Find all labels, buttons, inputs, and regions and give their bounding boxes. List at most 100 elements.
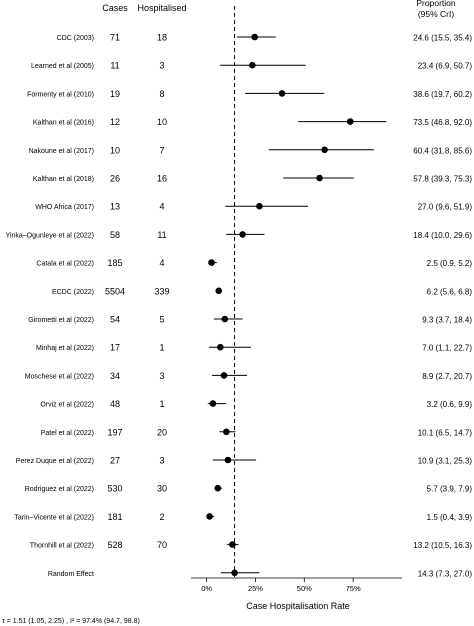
- header-proportion-interval: (95% CrI): [418, 9, 455, 19]
- proportion-label: 10.9 (3.1, 25.3): [418, 457, 473, 466]
- study-label: Catala et al (2022): [36, 261, 94, 268]
- cases-value: 5504: [105, 286, 125, 296]
- hospitalised-value: 16: [157, 174, 167, 184]
- hospitalised-value: 18: [157, 33, 167, 43]
- proportion-label: 23.4 (6.9, 50.7): [418, 62, 473, 71]
- study-label: Girometti et al (2022): [28, 317, 94, 324]
- study-row: Girometti et al (2022) 54 5 9.3 (3.7, 18.4): [28, 315, 472, 325]
- study-row: Kalthan et al (2016) 12 10 73.5 (46.8, 92.0…: [33, 117, 472, 127]
- study-row: Tarin–Vicente et al (2022) 181 2 1.5 (0.4, …: [14, 512, 472, 522]
- x-tick-label: 0%: [201, 584, 212, 593]
- study-row: Nakoune et al (2017) 10 7 60.4 (31.8, 85.6): [29, 145, 473, 155]
- study-row: WHO Africa (2017) 13 4 27.0 (9.6, 51.9): [35, 202, 472, 212]
- hospitalised-value: 339: [154, 286, 169, 296]
- proportion-label: 10.1 (6.5, 14.7): [418, 428, 473, 437]
- study-row: Catala et al (2022) 185 4 2.5 (0.9, 5.2): [36, 258, 472, 268]
- study-label: ECDC (2022): [52, 289, 94, 296]
- study-label: Moschese et al (2022): [25, 373, 94, 380]
- proportion-label: 8.9 (2.7, 20.7): [422, 372, 472, 381]
- cases-value: 13: [110, 202, 120, 212]
- cases-value: 27: [110, 456, 120, 466]
- study-row: CDC (2003) 71 18 24.6 (15.5, 35.4): [57, 33, 473, 43]
- point-estimate: [209, 400, 217, 407]
- proportion-label: 7.0 (1.1, 22.7): [422, 344, 472, 353]
- hospitalised-value: 4: [159, 202, 164, 212]
- study-label: Random Effect: [48, 571, 94, 578]
- point-estimate: [231, 569, 238, 577]
- hospitalised-value: 1: [159, 343, 164, 353]
- cases-value: 19: [110, 89, 120, 99]
- study-row: Rodriguez et al (2022) 530 30 5.7 (3.9, 7.9…: [25, 484, 473, 494]
- point-estimate: [221, 315, 229, 323]
- study-row: Moschese et al (2022) 34 3 8.9 (2.7, 20.7): [25, 371, 473, 381]
- header-proportion: Proportion: [416, 0, 455, 8]
- point-estimate: [316, 174, 323, 182]
- study-row: Orviz et al (2022) 48 1 3.2 (0.6, 9.9): [40, 399, 472, 409]
- hospitalised-value: 7: [159, 145, 164, 155]
- proportion-label: 18.4 (10.0, 29.6): [413, 231, 472, 240]
- heterogeneity-footnote: τ = 1.51 (1.05, 2.25) , I² = 97.4% (94.7…: [2, 618, 140, 625]
- study-label: Formenty et al (2010): [27, 91, 94, 98]
- study-row: Patel et al (2022) 197 20 10.1 (6.5, 14.7): [41, 427, 473, 437]
- study-label: CDC (2003): [57, 35, 94, 42]
- study-label: Kalthan et al (2016): [33, 120, 94, 127]
- point-estimate: [249, 61, 256, 69]
- hospitalised-value: 2: [159, 512, 164, 522]
- point-estimate: [223, 428, 230, 436]
- cases-value: 197: [107, 427, 122, 437]
- hospitalised-value: 5: [159, 315, 164, 325]
- study-label: Thornhill et al (2022): [30, 543, 94, 550]
- study-rows: CDC (2003) 71 18 24.6 (15.5, 35.4)Learned e…: [6, 33, 473, 579]
- point-estimate: [224, 456, 232, 464]
- proportion-label: 1.5 (0.4, 3.9): [427, 513, 473, 522]
- proportion-label: 24.6 (15.5, 35.4): [413, 34, 472, 43]
- hospitalised-value: 3: [159, 61, 164, 71]
- point-estimate: [220, 372, 228, 379]
- x-tick-label: 75%: [346, 584, 361, 593]
- column-headers: Cases Hospitalised Proportion (95% CrI): [102, 0, 456, 19]
- point-estimate: [206, 513, 213, 520]
- study-row: Kalthan et al (2018) 26 16 57.8 (39.3, 75.3…: [33, 174, 472, 184]
- point-estimate: [215, 287, 223, 295]
- cases-value: 48: [110, 399, 120, 409]
- study-label: Tarin–Vicente et al (2022): [14, 514, 94, 521]
- point-estimate: [346, 118, 354, 125]
- study-row: ECDC (2022) 5504 339 6.2 (5.6, 6.8): [52, 286, 472, 296]
- study-row: Perez Duque et al (2022) 27 3 10.9 (3.1, 25…: [16, 456, 473, 466]
- hospitalised-value: 1: [159, 399, 164, 409]
- point-estimate: [251, 33, 258, 41]
- study-label: Learned et al (2005): [31, 63, 94, 70]
- study-row: Thornhill et al (2022) 528 70 13.2 (10.5, 1…: [30, 540, 473, 550]
- cases-value: 34: [110, 371, 120, 381]
- cases-value: 12: [110, 117, 120, 127]
- x-tick-label: 50%: [297, 584, 312, 593]
- hospitalised-value: 10: [157, 117, 167, 127]
- proportion-label: 5.7 (3.9, 7.9): [427, 485, 473, 494]
- cases-value: 530: [107, 484, 122, 494]
- hospitalised-value: 8: [159, 89, 164, 99]
- cases-value: 10: [110, 145, 120, 155]
- study-label: Minhaj et al (2022): [36, 345, 94, 352]
- cases-value: 11: [110, 61, 119, 71]
- cases-value: 54: [110, 315, 120, 325]
- point-estimate: [256, 202, 263, 210]
- proportion-label: 6.2 (5.6, 6.8): [427, 287, 473, 296]
- proportion-label: 9.3 (3.7, 18.4): [422, 316, 472, 325]
- study-row: Yinka–Ogunleye et al (2022) 58 11 18.4 (10.…: [6, 230, 473, 240]
- proportion-label: 60.4 (31.8, 85.6): [413, 146, 472, 155]
- hospitalised-value: 30: [157, 484, 167, 494]
- study-label: Rodriguez et al (2022): [25, 486, 94, 493]
- cases-value: 528: [107, 540, 122, 550]
- study-row: Formenty et al (2010) 19 8 38.6 (19.7, 60.2…: [27, 89, 472, 99]
- header-hospitalised: Hospitalised: [137, 3, 186, 13]
- study-row: Random Effect 14.3 (7.3, 27.0): [48, 569, 473, 578]
- proportion-label: 27.0 (9.6, 51.9): [418, 203, 473, 212]
- study-label: Perez Duque et al (2022): [16, 458, 94, 465]
- cases-value: 71: [110, 33, 120, 43]
- point-estimate: [239, 231, 246, 238]
- study-label: Patel et al (2022): [41, 430, 94, 437]
- x-axis: 0% 25% 50% 75%: [191, 577, 402, 593]
- hospitalised-value: 4: [159, 258, 164, 268]
- study-row: Minhaj et al (2022) 17 1 7.0 (1.1, 22.7): [36, 343, 472, 353]
